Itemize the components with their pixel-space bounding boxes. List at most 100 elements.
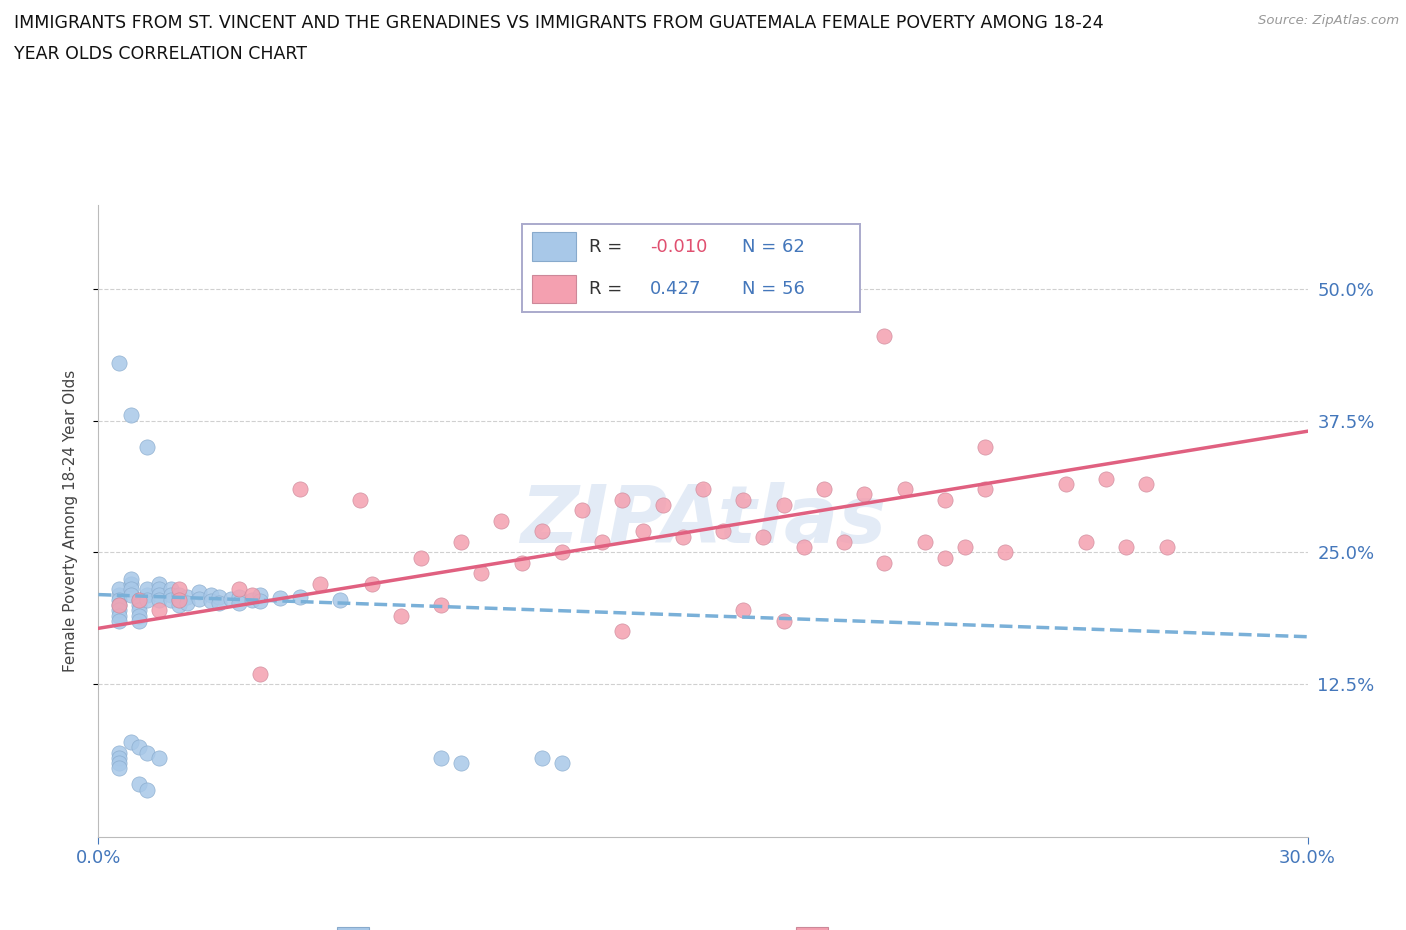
Point [672,529,695,544]
Point [120,571,142,586]
Point [167,582,190,597]
Point [974,482,997,497]
Legend: Immigrants from St. Vincent and the Grenadines, Immigrants from Guatemala: Immigrants from St. Vincent and the Gren… [330,921,1076,930]
Point [107,587,129,602]
Point [733,492,755,507]
Point [240,592,263,607]
Point [711,524,734,538]
Text: R =: R = [589,237,628,256]
Point [128,608,150,623]
Point [128,740,150,755]
Point [832,535,855,550]
Point [221,591,243,606]
Point [107,745,129,760]
Point [167,592,190,607]
Point [1095,472,1118,486]
Point [120,408,142,423]
Point [107,756,129,771]
Point [249,587,271,602]
Point [160,592,183,607]
Point [128,598,150,613]
Point [1074,535,1097,550]
Point [361,577,384,591]
Point [873,555,896,570]
Point [135,592,157,607]
Bar [531,232,576,260]
Point [309,577,332,591]
Point [148,587,170,602]
Point [772,614,794,629]
Point [135,587,157,602]
Point [994,545,1017,560]
Point [107,608,129,623]
Point [934,492,956,507]
Point [1115,539,1137,554]
Point [176,595,198,610]
Point [349,492,371,507]
Point [612,492,634,507]
Point [128,614,150,629]
Point [167,592,190,607]
Point [530,524,553,538]
Point [240,587,263,602]
Point [120,577,142,591]
Point [128,592,150,607]
Y-axis label: Female Poverty Among 18-24 Year Olds: Female Poverty Among 18-24 Year Olds [63,370,77,672]
Point [813,482,835,497]
Point [148,603,170,618]
Point [148,577,170,591]
Bar [531,275,576,303]
Point [893,482,915,497]
Point [120,735,142,750]
Point [128,603,150,618]
Point [107,751,129,765]
Point [107,592,129,607]
Point [120,587,142,602]
Point [430,751,453,765]
Point [591,535,613,550]
Point [612,624,634,639]
Point [1135,476,1157,491]
Point [128,777,150,791]
Point [249,593,271,608]
Point [450,535,472,550]
Point [200,593,222,608]
Point [914,535,936,550]
Point [470,566,492,581]
Point [551,756,574,771]
Point [571,503,593,518]
Point [450,756,472,771]
Point [793,539,815,554]
Point [107,582,129,597]
Point [120,582,142,597]
Point [188,585,211,600]
Text: 0.427: 0.427 [651,280,702,299]
Point [329,592,352,607]
Text: N = 62: N = 62 [742,237,804,256]
Point [288,590,311,604]
Point [128,592,150,607]
Point [733,603,755,618]
Point [107,614,129,629]
Point [953,539,976,554]
Point [873,329,896,344]
Point [188,591,211,606]
Point [107,355,129,370]
Point [510,555,533,570]
Point [228,590,250,604]
Point [692,482,714,497]
Point [853,487,876,502]
Point [409,551,432,565]
Point [772,498,794,512]
Point [135,440,157,455]
Point [167,598,190,613]
Point [160,582,183,597]
Point [107,761,129,776]
Point [389,608,412,623]
Point [249,666,271,681]
Point [148,751,170,765]
Point [934,551,956,565]
Point [167,587,190,602]
Text: YEAR OLDS CORRELATION CHART: YEAR OLDS CORRELATION CHART [14,45,307,62]
Point [288,482,311,497]
